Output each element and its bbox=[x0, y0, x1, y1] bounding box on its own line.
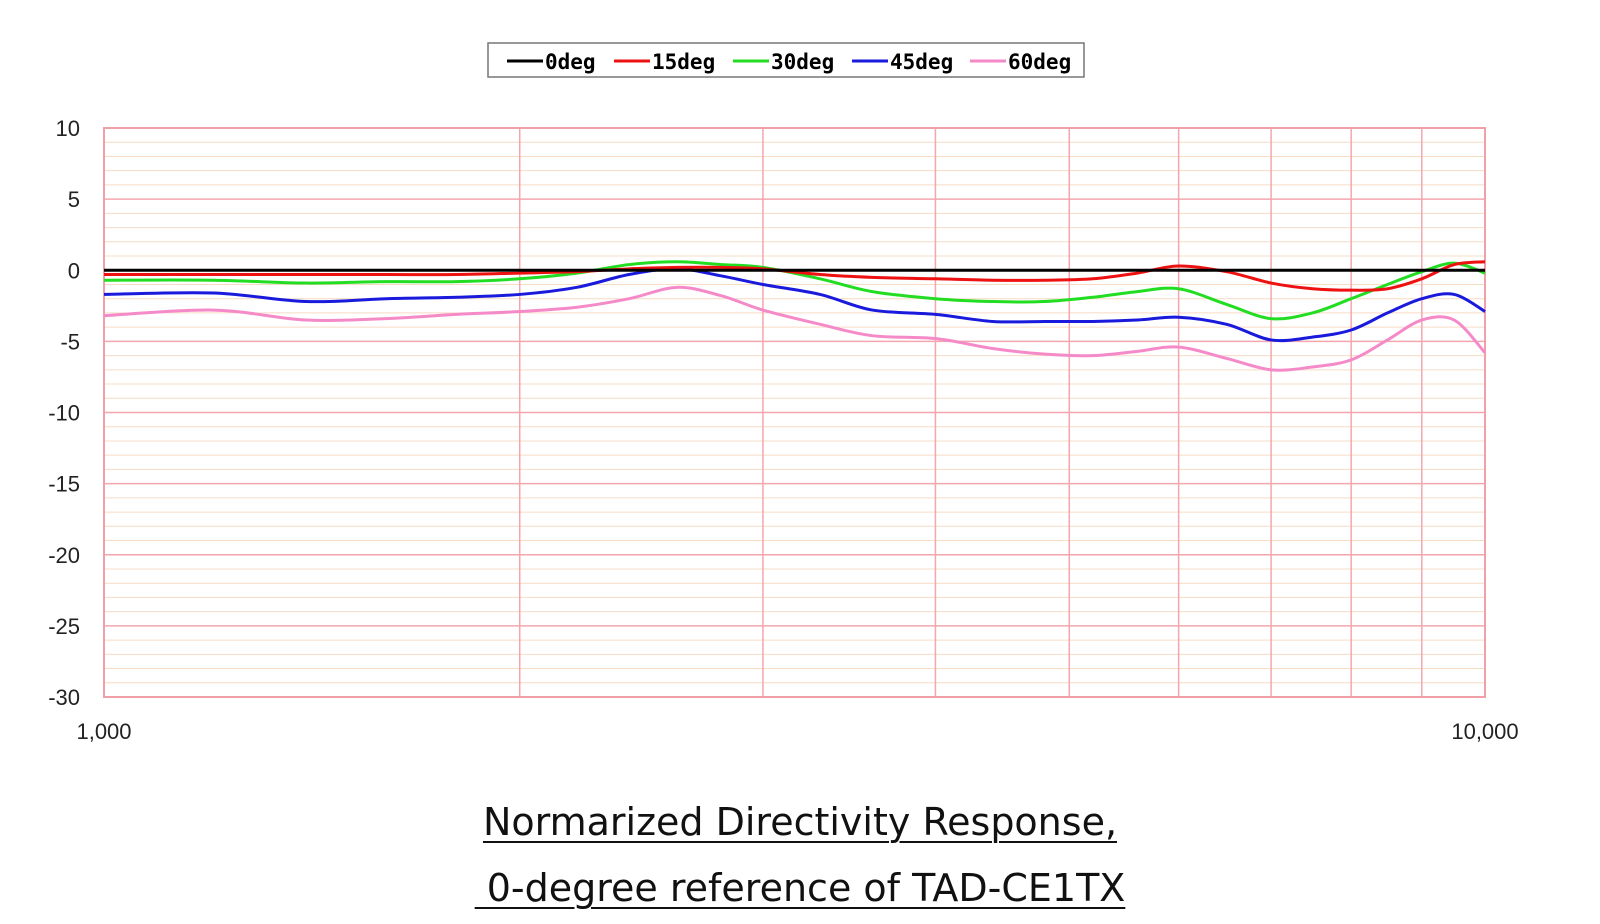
y-tick-label: -5 bbox=[60, 329, 80, 354]
y-tick-label: -25 bbox=[48, 614, 80, 639]
caption-line-2: 0-degree reference of TAD-CE1TX bbox=[0, 866, 1600, 910]
legend-label-15deg: 15deg bbox=[652, 50, 715, 74]
series-layer bbox=[103, 260, 1487, 372]
major-gridlines bbox=[104, 198, 1485, 627]
caption-line-1-text: Normarized Directivity Response, bbox=[482, 800, 1118, 844]
y-tick-label: -15 bbox=[48, 472, 80, 497]
series-line-15deg bbox=[104, 260, 1486, 292]
y-tick-label: -20 bbox=[48, 543, 80, 568]
y-tick-label: -30 bbox=[48, 685, 80, 710]
vertical-gridlines bbox=[518, 128, 1423, 697]
series-line-45deg bbox=[103, 267, 1486, 343]
legend-label-45deg: 45deg bbox=[890, 50, 953, 74]
directivity-chart: 10 5 0 -5 -10 -15 -20 -25 -30 1,000 10,000 0deg 15… bbox=[48, 42, 1519, 744]
y-axis-tick-labels: 10 5 0 -5 -10 -15 -20 -25 -30 bbox=[48, 116, 80, 710]
caption-line-2-text: 0-degree reference of TAD-CE1TX bbox=[474, 866, 1126, 910]
y-tick-label: 5 bbox=[68, 187, 80, 212]
y-tick-label: -10 bbox=[48, 401, 80, 426]
legend-label-30deg: 30deg bbox=[771, 50, 834, 74]
x-tick-label: 10,000 bbox=[1451, 719, 1518, 744]
y-tick-label: 10 bbox=[56, 116, 80, 141]
plot-frame bbox=[103, 127, 1486, 698]
minor-gridlines bbox=[104, 141, 1485, 684]
legend-label-60deg: 60deg bbox=[1008, 50, 1071, 74]
series-line-60deg bbox=[103, 285, 1487, 372]
x-axis-tick-labels: 1,000 10,000 bbox=[76, 719, 1518, 744]
y-tick-label: 0 bbox=[68, 258, 80, 283]
caption-line-1: Normarized Directivity Response, bbox=[0, 800, 1600, 844]
series-line-30deg bbox=[103, 260, 1486, 321]
legend-label-0deg: 0deg bbox=[545, 50, 596, 74]
legend: 0deg 15deg 30deg 45deg 60deg bbox=[487, 42, 1085, 78]
x-tick-label: 1,000 bbox=[76, 719, 131, 744]
